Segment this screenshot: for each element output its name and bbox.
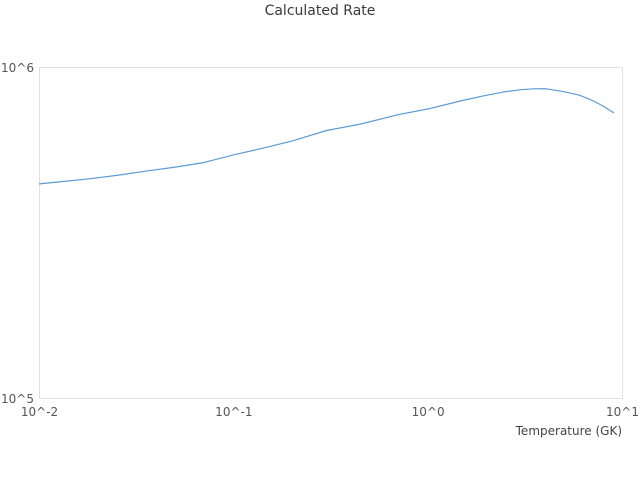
rate-line-series xyxy=(38,88,615,185)
x-tick-label-10e-1: 10^-1 xyxy=(215,405,253,419)
chart-title: Calculated Rate xyxy=(264,3,376,19)
y-tick-label-10e6: 10^6 xyxy=(1,60,34,75)
x-tick-label-10e-2: 10^-2 xyxy=(20,405,59,419)
x-axis-label: Temperature (GK) xyxy=(515,424,622,438)
x-tick-label-10e0: 10^0 xyxy=(411,405,445,419)
plot-frame xyxy=(39,67,623,399)
x-tick-label-10e1: 10^1 xyxy=(606,405,639,419)
y-tick-label-10e5: 10^5 xyxy=(1,391,34,406)
